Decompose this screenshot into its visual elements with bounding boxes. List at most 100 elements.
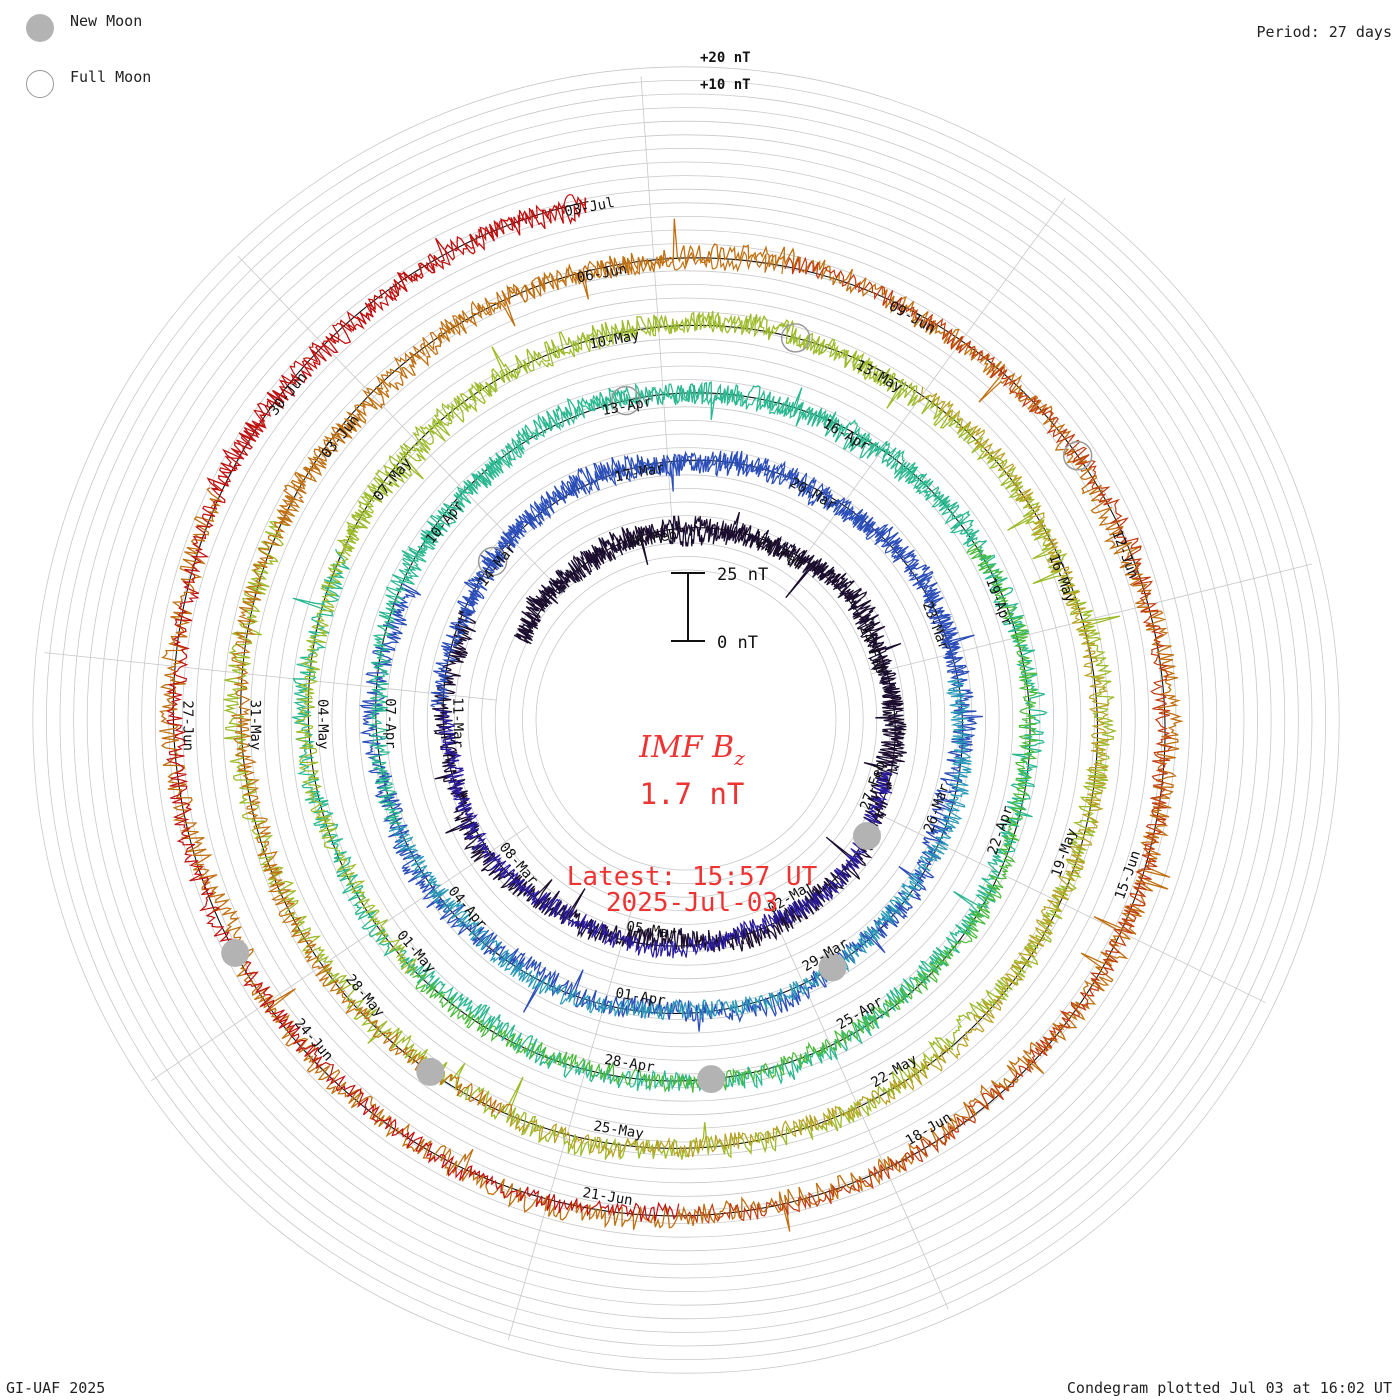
day-spoke (507, 902, 634, 1341)
date-label: 24-Feb (856, 623, 889, 676)
date-label: 24-Jun (291, 1016, 336, 1065)
latest-time: Latest: 15:57 UT (567, 862, 818, 892)
bz-rotation-2 (359, 450, 983, 1032)
day-spoke (640, 76, 674, 531)
bz-segment (388, 677, 972, 1021)
grid-ring (453, 487, 919, 953)
date-label: 22-Apr (985, 804, 1017, 857)
bz-rotation-1 (432, 511, 905, 953)
date-label: 12-Jun (1108, 528, 1141, 581)
grid-ring (304, 338, 1068, 1102)
grid-ring (277, 311, 1095, 1129)
current-value: 1.7 nT (640, 777, 745, 811)
full-moon-marker (477, 546, 508, 577)
legend-full-moon: Full Moon (26, 68, 151, 100)
date-label: 05-Mar (625, 919, 677, 943)
date-label: 19-Apr (982, 576, 1015, 629)
grid-ring (127, 161, 1245, 1279)
ring-label-plus10: +10 nT (700, 77, 751, 93)
bz-segment (367, 383, 978, 826)
new-moon-marker (697, 1065, 726, 1094)
full-moon-marker (611, 385, 641, 416)
legend-new-moon: New Moon (26, 12, 142, 44)
day-spoke (237, 255, 555, 584)
new-moon-icon (26, 14, 54, 42)
date-label: 06-Jun (576, 261, 629, 286)
date-label: 15-Jun (1112, 849, 1144, 902)
date-label: 13-May (853, 357, 905, 396)
date-label: 18-Jun (903, 1110, 955, 1150)
full-moon-label: Full Moon (70, 68, 152, 86)
grid-ring (154, 188, 1218, 1252)
grid-ring (372, 406, 1000, 1034)
bz-segment (435, 707, 893, 959)
day-spoke (856, 802, 1266, 1004)
bz-segment (412, 542, 1039, 1093)
full-moon-icon (26, 70, 54, 98)
latest-date: 2025-Jul-03 (606, 888, 778, 918)
date-label: 07-May (371, 455, 415, 504)
grid-ring (46, 80, 1326, 1360)
grid-ring (413, 447, 959, 993)
new-moon-marker (221, 939, 250, 967)
center-readout: IMF Bz 1.7 nT Latest: 15:57 UT 2025-Jul-… (567, 730, 818, 918)
date-label: 09-Jun (886, 298, 938, 337)
new-moon-marker (818, 953, 847, 982)
grid-ring (59, 93, 1313, 1347)
grid-ring (222, 256, 1150, 1184)
date-label: 07-Apr (382, 698, 399, 749)
bz-segment (295, 311, 918, 976)
quantity-name: IMF B (638, 730, 734, 765)
grid-ring (345, 379, 1027, 1061)
day-spokes (44, 76, 1312, 1341)
scale-bar-top-label: 25 nT (717, 565, 768, 585)
quantity-label: IMF Bz (638, 730, 745, 770)
moon-markers (221, 323, 1093, 1094)
bz-segment (680, 256, 1174, 1224)
date-label: 04-May (314, 699, 331, 750)
grid-ring (508, 542, 864, 898)
grid-ring (141, 175, 1231, 1265)
grid-ring (331, 365, 1041, 1075)
grid-ring (114, 148, 1258, 1292)
date-labels: 18-Feb 21-Feb24-Feb27-Feb02-Mar05-Mar08-M… (179, 195, 1144, 1209)
new-moon-label: New Moon (70, 12, 143, 30)
period-label: Period: 27 days (1256, 23, 1392, 41)
date-label: 03-Jul (563, 195, 616, 220)
grid-ring (32, 66, 1340, 1374)
date-label: 31-May (247, 700, 264, 751)
day-spoke (151, 825, 529, 1082)
bz-segment (165, 193, 680, 1223)
scale-bar: 25 nT 0 nT (671, 565, 768, 653)
grid-ring (522, 556, 851, 885)
grid-ring (236, 270, 1136, 1170)
grid-ring (73, 107, 1299, 1333)
day-spoke (762, 893, 949, 1310)
new-moon-marker (853, 822, 881, 850)
date-label: 18-Feb (626, 527, 679, 552)
day-spoke (44, 652, 498, 701)
date-label: 27-Jun (179, 700, 196, 751)
date-label: 10-May (588, 328, 641, 353)
credit-label: GI-UAF 2025 (6, 1379, 106, 1397)
bz-trace (159, 193, 1184, 1232)
bz-segment (516, 515, 907, 775)
grid-ring (209, 243, 1163, 1197)
date-label: 11-Mar (449, 697, 466, 748)
bz-segment (509, 386, 1110, 1159)
ring-label-plus20: +20 nT (700, 50, 751, 66)
bz-segment (430, 450, 965, 708)
day-spoke (870, 563, 1312, 675)
plotted-label: Condegram plotted Jul 03 at 16:02 UT (1066, 1379, 1392, 1397)
scale-bar-bottom-label: 0 nT (717, 633, 758, 653)
grid-ring (181, 215, 1191, 1225)
quantity-subscript: z (733, 746, 745, 770)
bz-segment (230, 250, 785, 1118)
full-moon-marker (780, 323, 811, 353)
grid-ring (100, 134, 1272, 1306)
date-label: 17-Mar (613, 460, 666, 485)
bz-rotation-3 (292, 381, 1048, 1092)
full-moon-marker (1062, 441, 1093, 471)
grid-ring (535, 569, 837, 871)
